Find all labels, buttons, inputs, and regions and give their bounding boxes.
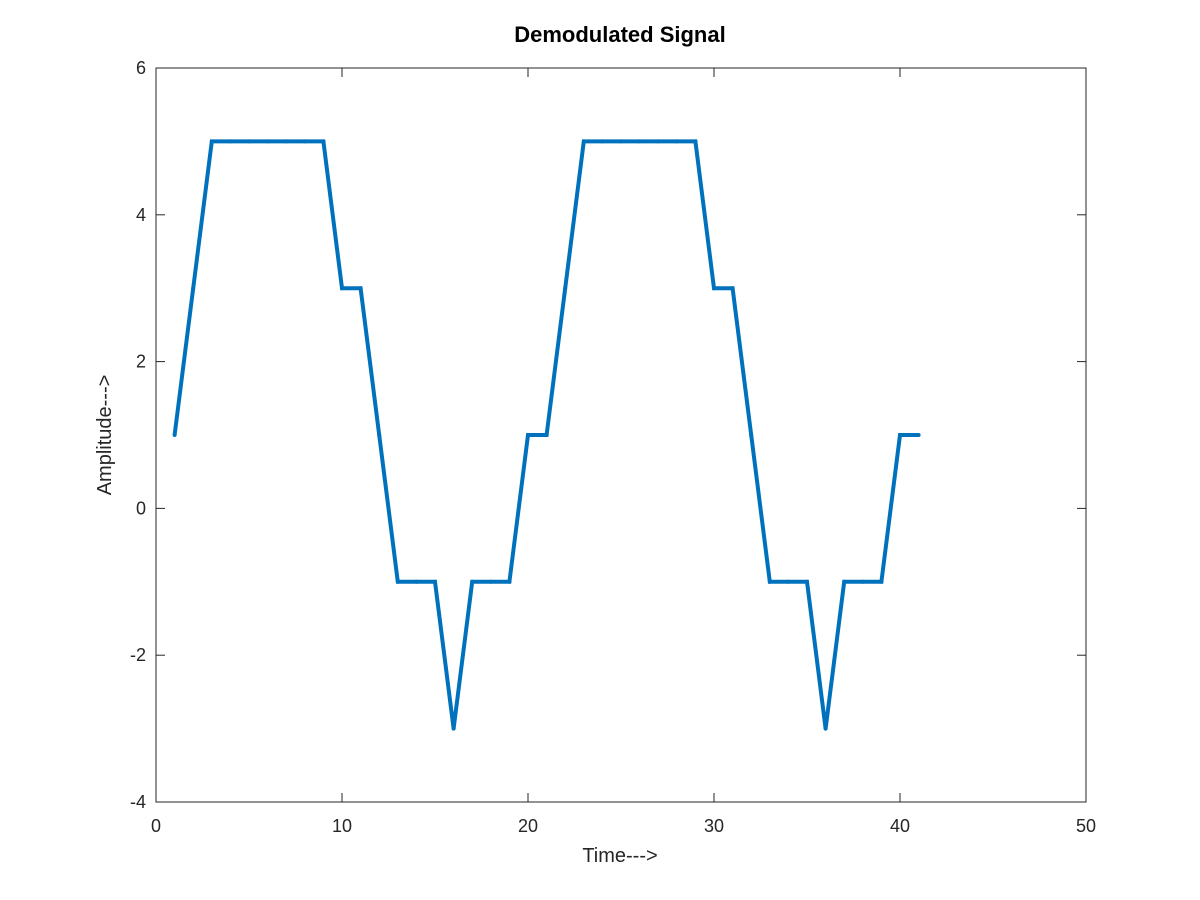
series-layer xyxy=(172,139,921,731)
data-point xyxy=(563,286,568,291)
y-tick-label: 2 xyxy=(136,352,146,372)
data-point xyxy=(358,286,363,291)
data-point xyxy=(656,139,661,144)
data-point xyxy=(470,579,475,584)
data-point xyxy=(730,286,735,291)
data-point xyxy=(786,579,791,584)
data-point xyxy=(451,726,456,731)
x-axis-label: Time---> xyxy=(582,845,657,867)
data-point xyxy=(395,579,400,584)
data-point xyxy=(228,139,233,144)
data-point xyxy=(823,726,828,731)
data-point xyxy=(749,433,754,437)
x-tick-label: 30 xyxy=(704,816,724,836)
x-tick-label: 10 xyxy=(332,816,352,836)
data-point xyxy=(433,579,437,584)
data-point xyxy=(265,139,270,144)
data-point xyxy=(377,433,382,437)
data-point xyxy=(898,433,902,437)
data-point xyxy=(544,433,549,437)
x-tick-label: 50 xyxy=(1076,816,1096,836)
data-point xyxy=(172,433,177,437)
data-point xyxy=(916,433,921,437)
y-tick-label: 0 xyxy=(136,498,146,518)
data-point xyxy=(526,433,530,437)
plot-area xyxy=(155,67,1087,803)
data-point xyxy=(284,139,289,144)
data-point xyxy=(712,286,716,291)
data-point xyxy=(674,139,679,144)
data-point xyxy=(805,579,809,584)
data-point xyxy=(619,139,623,144)
data-point xyxy=(247,139,251,144)
chart-title: Demodulated Signal xyxy=(514,22,725,47)
data-point xyxy=(507,579,512,584)
y-tick-label: -2 xyxy=(130,645,146,665)
data-point xyxy=(414,579,419,584)
data-point xyxy=(600,139,605,144)
y-tick-label: 6 xyxy=(136,58,146,78)
data-point xyxy=(637,139,642,144)
y-tick-label: -4 xyxy=(130,792,146,812)
data-point xyxy=(488,579,493,584)
data-point xyxy=(340,286,344,291)
data-point xyxy=(860,579,865,584)
data-point xyxy=(879,579,884,584)
y-axis-label: Amplitude---> xyxy=(94,375,116,496)
data-point xyxy=(302,139,307,144)
data-point xyxy=(693,139,698,144)
data-point xyxy=(842,579,847,584)
data-point xyxy=(191,286,196,291)
data-point xyxy=(321,139,326,144)
axis-ticks: 0 10 20 30 40 50 -4 -2 0 2 4 6 xyxy=(130,58,1096,836)
y-tick-label: 4 xyxy=(136,205,146,225)
data-point xyxy=(581,139,586,144)
data-point xyxy=(767,579,772,584)
x-tick-label: 0 xyxy=(151,816,161,836)
data-point xyxy=(209,139,214,144)
x-tick-label: 20 xyxy=(518,816,538,836)
x-tick-label: 40 xyxy=(890,816,910,836)
